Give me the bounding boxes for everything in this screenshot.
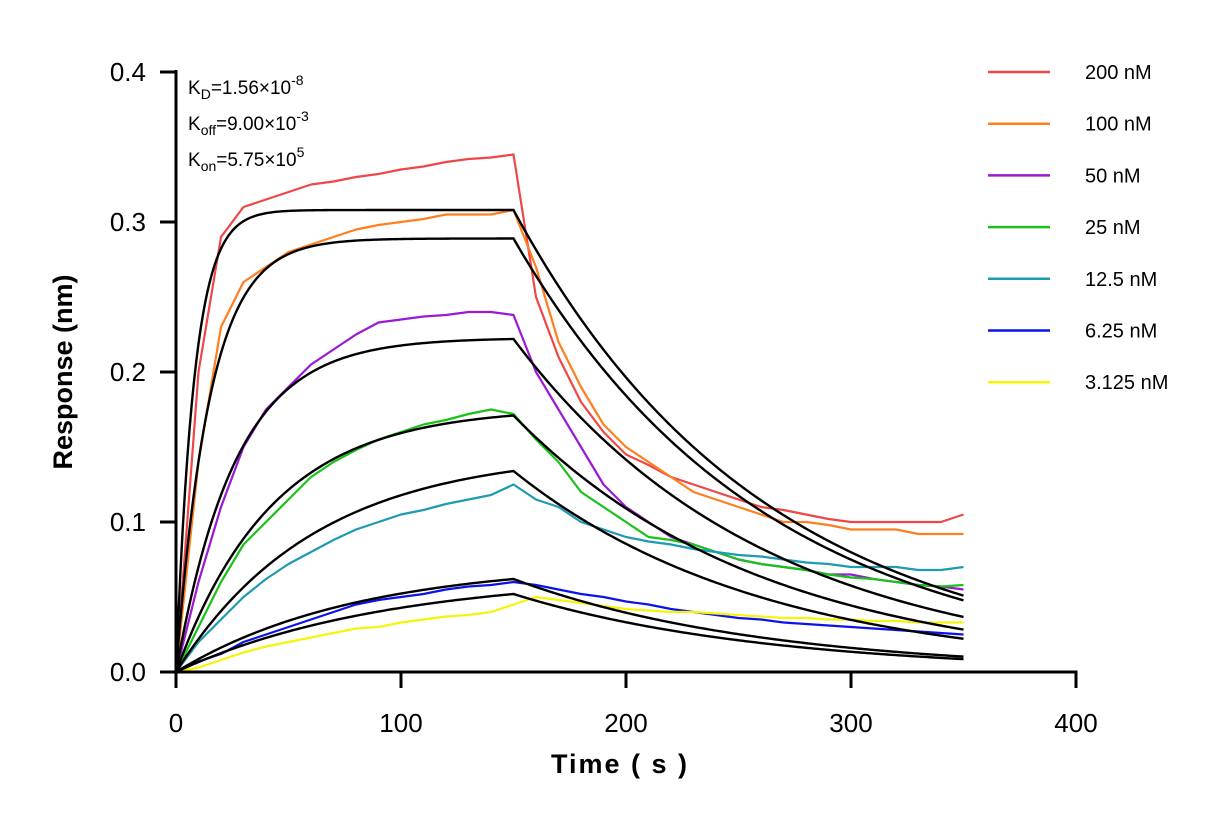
y-tick-label: 0.1	[110, 507, 146, 537]
series-line-6-25-nM	[175, 580, 964, 673]
series-line-200-nM	[174, 153, 964, 673]
fit-curve-200-nM	[174, 208, 964, 673]
kinetic-parameters: KD=1.56×10-8 Koff=9.00×10-3 Kon=5.75×105	[188, 72, 309, 174]
legend-item: 3.125 nM	[988, 372, 1168, 394]
legend-label: 6.25 nM	[1085, 321, 1157, 343]
legend-item: 12.5 nM	[988, 269, 1157, 291]
x-tick-label: 400	[1054, 708, 1097, 738]
legend-label: 12.5 nM	[1085, 269, 1157, 291]
legend-item: 25 nM	[988, 217, 1141, 239]
kinetic-parameter: Kon=5.75×105	[188, 144, 305, 174]
legend-item: 6.25 nM	[988, 321, 1157, 343]
x-tick-label: 200	[604, 708, 647, 738]
kinetic-parameter: KD=1.56×10-8	[188, 72, 304, 102]
y-tick-label: 0.2	[110, 357, 146, 387]
y-axis-title: Response (nm)	[48, 274, 78, 469]
x-tick-label: 100	[379, 708, 422, 738]
legend: 200 nM 100 nM 50 nM 25 nM 12.5 nM 6.25 nM 3.12…	[988, 62, 1168, 394]
x-tick-label: 300	[829, 708, 872, 738]
legend-label: 3.125 nM	[1085, 372, 1168, 394]
legend-label: 200 nM	[1085, 62, 1152, 84]
y-tick-label: 0.4	[110, 57, 146, 87]
series-line-12-5-nM	[175, 483, 964, 673]
legend-label: 50 nM	[1085, 165, 1141, 187]
fit-layer	[174, 208, 964, 674]
fit-curve-25-nM	[174, 414, 964, 673]
x-axis-title: Time ( s )	[551, 749, 689, 779]
data-layer	[174, 153, 964, 674]
fit-curve-100-nM	[174, 237, 964, 673]
fit-curve-6-25-nM	[175, 577, 964, 674]
y-tick-label: 0.3	[110, 207, 146, 237]
legend-item: 200 nM	[988, 62, 1152, 84]
series-line-100-nM	[174, 208, 964, 673]
fit-curve-50-nM	[174, 337, 964, 673]
axis-ticks	[160, 70, 1078, 688]
legend-item: 50 nM	[988, 165, 1141, 187]
legend-label: 25 nM	[1085, 217, 1141, 239]
legend-item: 100 nM	[988, 114, 1152, 136]
legend-label: 100 nM	[1085, 114, 1152, 136]
x-tick-label: 0	[169, 708, 183, 738]
y-tick-label: 0.0	[110, 657, 146, 687]
series-line-25-nM	[175, 408, 964, 673]
kinetic-parameter: Koff=9.00×10-3	[188, 108, 309, 138]
series-line-3-125-nM	[175, 595, 964, 674]
fit-curve-12-5-nM	[174, 469, 964, 673]
fit-curve-3-125-nM	[175, 592, 964, 674]
